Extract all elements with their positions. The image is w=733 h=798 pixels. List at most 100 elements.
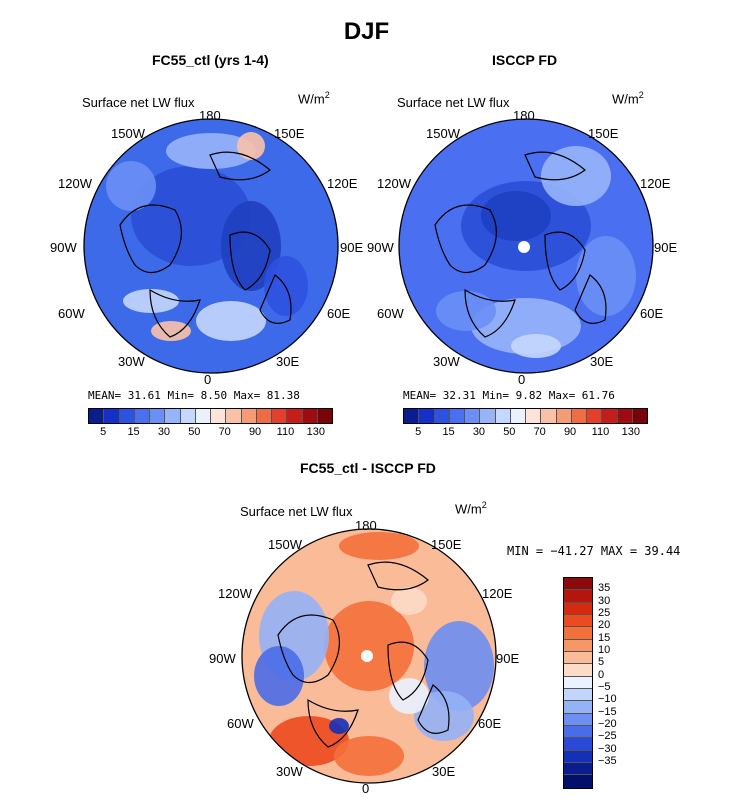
obs-colorbar-swatch <box>526 409 542 423</box>
model-colorbar-swatch <box>150 409 166 423</box>
model-label-180: 180 <box>199 108 221 123</box>
diff-colorbar-swatch <box>564 676 592 689</box>
diff-colorbar-swatch <box>564 713 592 726</box>
diff-units: W/m2 <box>455 500 487 517</box>
model-region-6 <box>237 132 265 160</box>
obs-label-90e: 90E <box>654 240 678 255</box>
obs-colorbar-tick: 130 <box>621 426 640 438</box>
diff-minmax: MIN = −41.27 MAX = 39.44 <box>507 544 681 558</box>
obs-colorbar-swatch <box>419 409 435 423</box>
diff-colorbar-swatch <box>564 738 592 751</box>
model-colorbar-swatch <box>241 409 257 423</box>
model-label-150e: 150E <box>274 126 305 141</box>
diff-region-6 <box>334 736 404 776</box>
model-colorbar-tick: 15 <box>127 426 140 438</box>
diff-pole-gap <box>361 650 373 662</box>
diff-colorbar-tick: 20 <box>598 619 611 632</box>
obs-colorbar-swatch <box>434 409 450 423</box>
diff-label-150e: 150E <box>431 537 462 552</box>
diff-colorbar-swatch <box>564 578 592 591</box>
obs-panel-title: ISCCP FD <box>492 52 558 68</box>
diff-label-30w: 30W <box>276 764 303 779</box>
diff-colorbar-swatch <box>564 762 592 776</box>
obs-region-3 <box>576 236 636 316</box>
obs-label-180: 180 <box>513 108 535 123</box>
obs-region-5 <box>436 291 496 331</box>
diff-region-10 <box>391 587 427 615</box>
diff-label-60e: 60E <box>478 716 502 731</box>
obs-colorbar-swatch <box>541 409 557 423</box>
obs-polar-map <box>398 118 654 374</box>
model-region-1 <box>221 201 281 291</box>
diff-region-7 <box>339 532 419 560</box>
obs-colorbar-tick: 110 <box>591 426 610 438</box>
model-label-90e: 90E <box>340 240 364 255</box>
diff-region-3 <box>424 621 494 711</box>
obs-stats: MEAN= 32.31 Min= 9.82 Max= 61.76 <box>403 389 615 402</box>
model-colorbar-tick: 70 <box>218 426 231 438</box>
diff-colorbar-swatch <box>564 701 592 714</box>
model-colorbar-swatch <box>165 409 181 423</box>
obs-label-60e: 60E <box>640 306 664 321</box>
model-colorbar-swatch <box>134 409 150 423</box>
model-region-5 <box>166 133 256 169</box>
diff-region-4 <box>414 691 474 741</box>
diff-colorbar-swatch <box>564 750 592 763</box>
model-region-8 <box>264 256 308 316</box>
obs-coastlines <box>434 151 607 338</box>
diff-colorbar-tick: −25 <box>598 730 617 743</box>
diff-label-180: 180 <box>355 518 377 533</box>
model-colorbar-swatch <box>104 409 120 423</box>
model-label-120e: 120E <box>327 176 358 191</box>
model-colorbar-swatch <box>256 409 272 423</box>
model-colorbar-swatch <box>302 409 318 423</box>
model-colorbar-swatch <box>211 409 227 423</box>
obs-units: W/m2 <box>612 90 644 107</box>
model-label-150w: 150W <box>111 126 145 141</box>
diff-colorbar-swatch <box>564 775 592 788</box>
diff-colorbar-swatch <box>564 664 592 677</box>
diff-colorbar-tick: 10 <box>598 643 611 656</box>
diff-label-30e: 30E <box>432 764 456 779</box>
model-stats: MEAN= 31.61 Min= 8.50 Max= 81.38 <box>88 389 300 402</box>
model-colorbar-tick: 50 <box>188 426 201 438</box>
obs-label-120w: 120W <box>377 176 411 191</box>
obs-colorbar-tick: 50 <box>503 426 516 438</box>
diff-variable-label: Surface net LW flux <box>240 504 353 519</box>
diff-anomaly-regions <box>254 532 494 776</box>
obs-colorbar-tick: 30 <box>472 426 486 438</box>
diff-colorbar-swatch <box>564 725 592 739</box>
obs-colorbar-swatch <box>602 409 618 423</box>
diff-region-0 <box>324 601 414 691</box>
obs-variable-label: Surface net LW flux <box>397 95 510 110</box>
obs-label-150e: 150E <box>588 126 619 141</box>
model-colorbar-swatch <box>226 409 242 423</box>
obs-colorbar-swatch <box>571 409 587 423</box>
model-units: W/m2 <box>298 90 330 107</box>
obs-colorbar-swatch <box>480 409 496 423</box>
model-colorbar-swatch <box>317 409 332 423</box>
diff-colorbar-tick: −35 <box>598 754 617 767</box>
obs-colorbar-swatch <box>404 409 420 423</box>
diff-polar-map <box>241 528 497 784</box>
model-colorbar-swatch <box>89 409 105 423</box>
obs-colorbar-swatch <box>465 409 481 423</box>
diff-colorbar-labels: 35 30 25 20 15 10 5 0 −5 −10 −15 −20 −25 −30 −35 <box>598 577 638 787</box>
model-label-90w: 90W <box>50 240 77 255</box>
model-region-4 <box>196 301 266 341</box>
model-colorbar-swatch <box>195 409 211 423</box>
model-colorbar-tick: 110 <box>276 426 295 438</box>
diff-colorbar-swatch <box>564 651 592 665</box>
diff-region-8 <box>329 718 349 734</box>
obs-colorbar-swatch <box>556 409 572 423</box>
model-colorbar-tick: 5 <box>100 426 107 438</box>
model-region-0 <box>131 166 251 266</box>
obs-colorbar-swatch <box>510 409 526 423</box>
diff-colorbar <box>563 577 593 789</box>
diff-label-120w: 120W <box>218 586 252 601</box>
diff-region-5 <box>269 716 349 766</box>
diff-colorbar-swatch <box>564 688 592 702</box>
obs-label-60w: 60W <box>377 306 404 321</box>
model-panel-title: FC55_ctl (yrs 1-4) <box>152 52 269 68</box>
obs-colorbar-swatch <box>632 409 647 423</box>
